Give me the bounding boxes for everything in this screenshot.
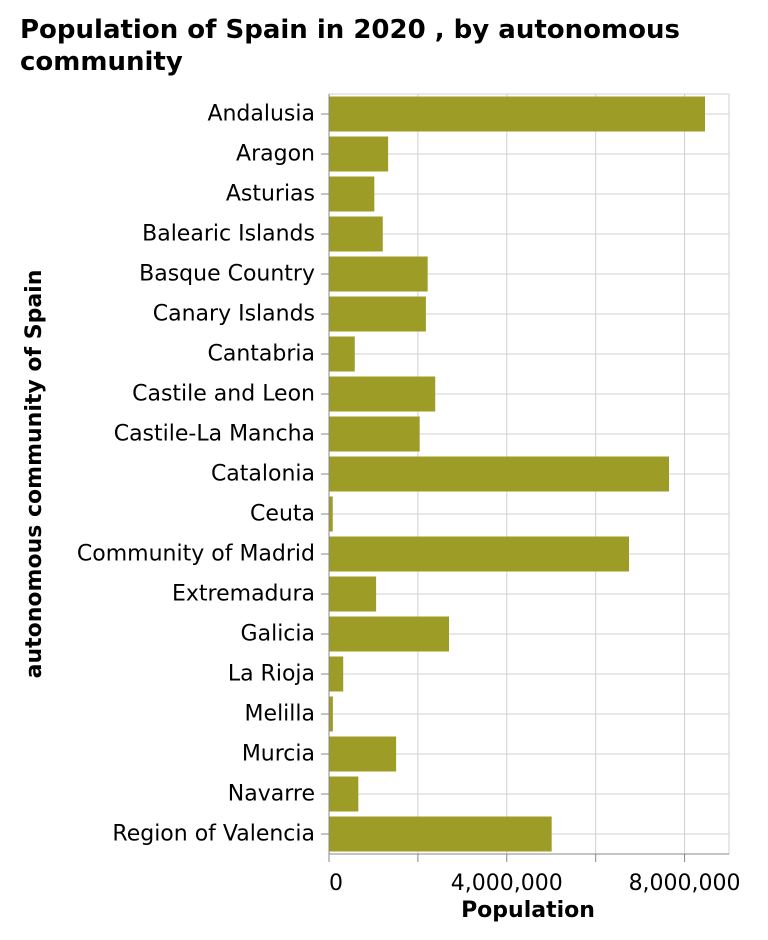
bar-castile-and-leon [329, 377, 435, 412]
y-tick-label: Cantabria [208, 342, 316, 367]
y-tick-label: Balearic Islands [142, 222, 315, 247]
x-tick-label: 4,000,000 [451, 871, 563, 896]
y-tick-label: Navarre [228, 782, 315, 807]
y-tick-label: Ceuta [250, 502, 315, 527]
bar-andalusia [329, 97, 705, 132]
y-tick-label: Melilla [245, 702, 315, 727]
bar-catalonia [329, 457, 669, 492]
y-tick-label: Murcia [242, 742, 315, 767]
y-axis-title: autonomous community of Spain [22, 270, 47, 679]
bar-asturias [329, 177, 374, 212]
bar-extremadura [329, 577, 376, 612]
bar-cantabria [329, 337, 355, 372]
y-tick-label: Canary Islands [153, 302, 315, 327]
bar-galicia [329, 617, 449, 652]
y-tick-label: Basque Country [139, 262, 315, 287]
y-tick-label: La Rioja [228, 662, 315, 687]
y-tick-label: Galicia [241, 622, 315, 647]
y-tick-label: Asturias [226, 182, 315, 207]
bar-navarre [329, 777, 358, 812]
bar-la-rioja [329, 657, 343, 692]
y-tick-label: Community of Madrid [77, 542, 315, 567]
y-tick-label: Extremadura [172, 582, 315, 607]
y-tick-label: Castile-La Mancha [114, 422, 315, 447]
bar-balearic-islands [329, 217, 383, 252]
bar-melilla [329, 697, 333, 732]
bar-castile-la-mancha [329, 417, 420, 452]
bars [329, 97, 705, 852]
x-tick-label: 0 [329, 871, 343, 896]
bar-aragon [329, 137, 388, 172]
y-tick-label: Andalusia [207, 102, 315, 127]
tick-labels: Andalusia Aragon Asturias Balearic Islands B… [77, 102, 741, 897]
bar-canary-islands [329, 297, 426, 332]
bar-murcia [329, 737, 396, 772]
bar-basque-country [329, 257, 428, 292]
y-tick-label: Aragon [236, 142, 315, 167]
bar-community-of-madrid [329, 537, 629, 572]
y-tick-label: Catalonia [211, 462, 315, 487]
bar-region-of-valencia [329, 817, 552, 852]
y-tick-label: Castile and Leon [132, 382, 315, 407]
x-axis-title: Population [461, 898, 595, 923]
bar-ceuta [329, 497, 333, 532]
x-tick-label: 8,000,000 [629, 871, 741, 896]
y-tick-label: Region of Valencia [112, 822, 315, 847]
